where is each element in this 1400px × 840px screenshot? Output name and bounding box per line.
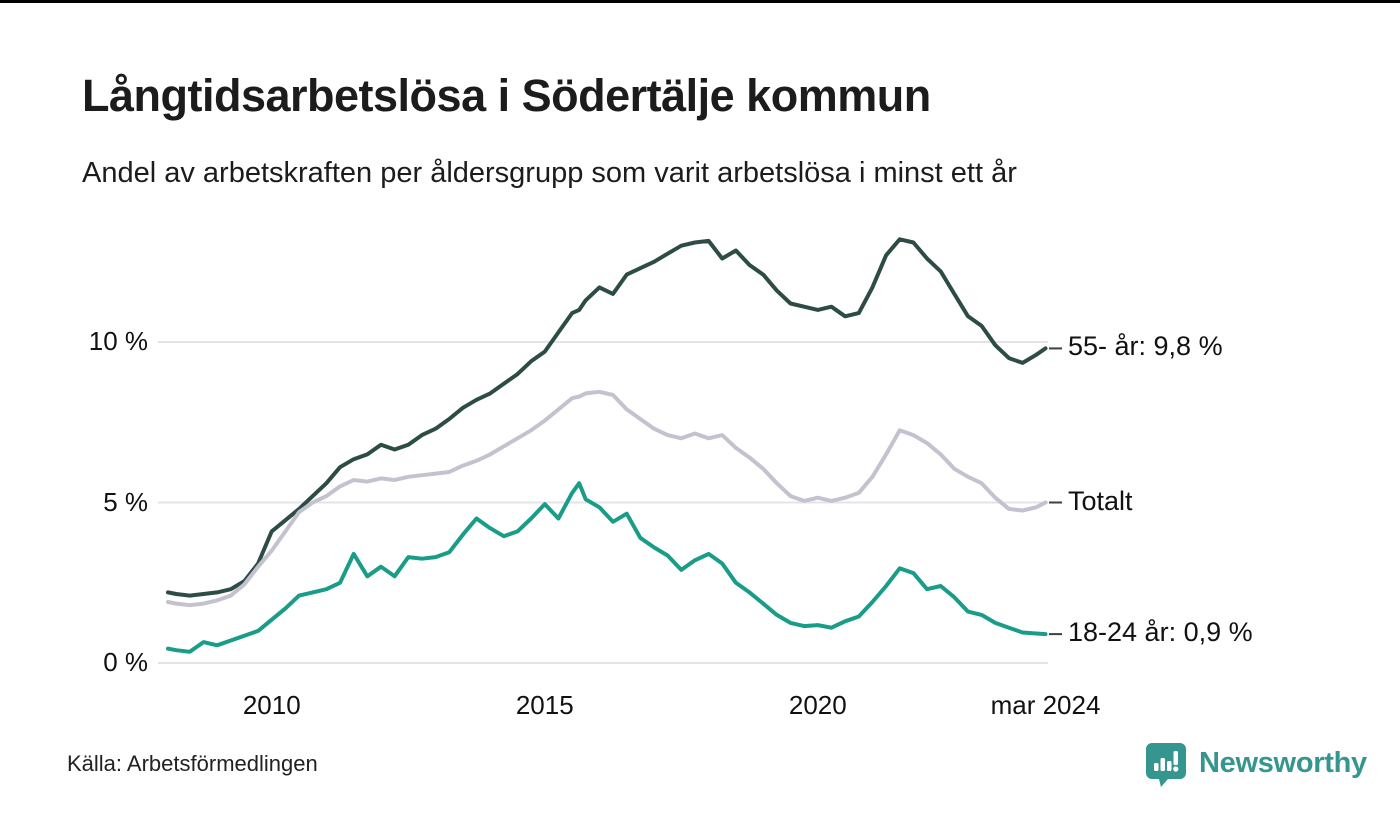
newsworthy-logo-text: Newsworthy [1199, 747, 1367, 779]
top-accent-bar [0, 0, 1400, 3]
newsworthy-logo-icon [1146, 743, 1186, 787]
y-axis-tick-5: 5 % [103, 486, 148, 517]
series-label-totalt: Totalt [1068, 485, 1133, 516]
series-label-55-plus: 55- år: 9,8 % [1068, 331, 1223, 362]
source-note: Källa: Arbetsförmedlingen [67, 751, 318, 776]
y-axis-tick-0: 0 % [103, 647, 148, 677]
series-line-18-24 år [166, 481, 1048, 654]
series-line-Totalt [166, 389, 1048, 608]
y-axis-tick-10: 10 % [88, 326, 148, 356]
x-axis-tick-2010: 2010 [242, 690, 301, 720]
x-axis-tick-mar-2024: mar 2024 [990, 690, 1101, 720]
series-line-55- år [166, 237, 1048, 598]
series-label-18-24: 18-24 år: 0,9 % [1068, 617, 1253, 648]
page-title: Långtidsarbetslösa i Södertälje kommun [82, 70, 931, 121]
chart-subtitle: Andel av arbetskraften per åldersgrupp s… [82, 157, 1017, 189]
x-axis-tick-2020: 2020 [788, 690, 847, 720]
x-axis-tick-2015: 2015 [515, 690, 574, 720]
newsworthy-logo[interactable]: Newsworthy [1146, 743, 1367, 787]
